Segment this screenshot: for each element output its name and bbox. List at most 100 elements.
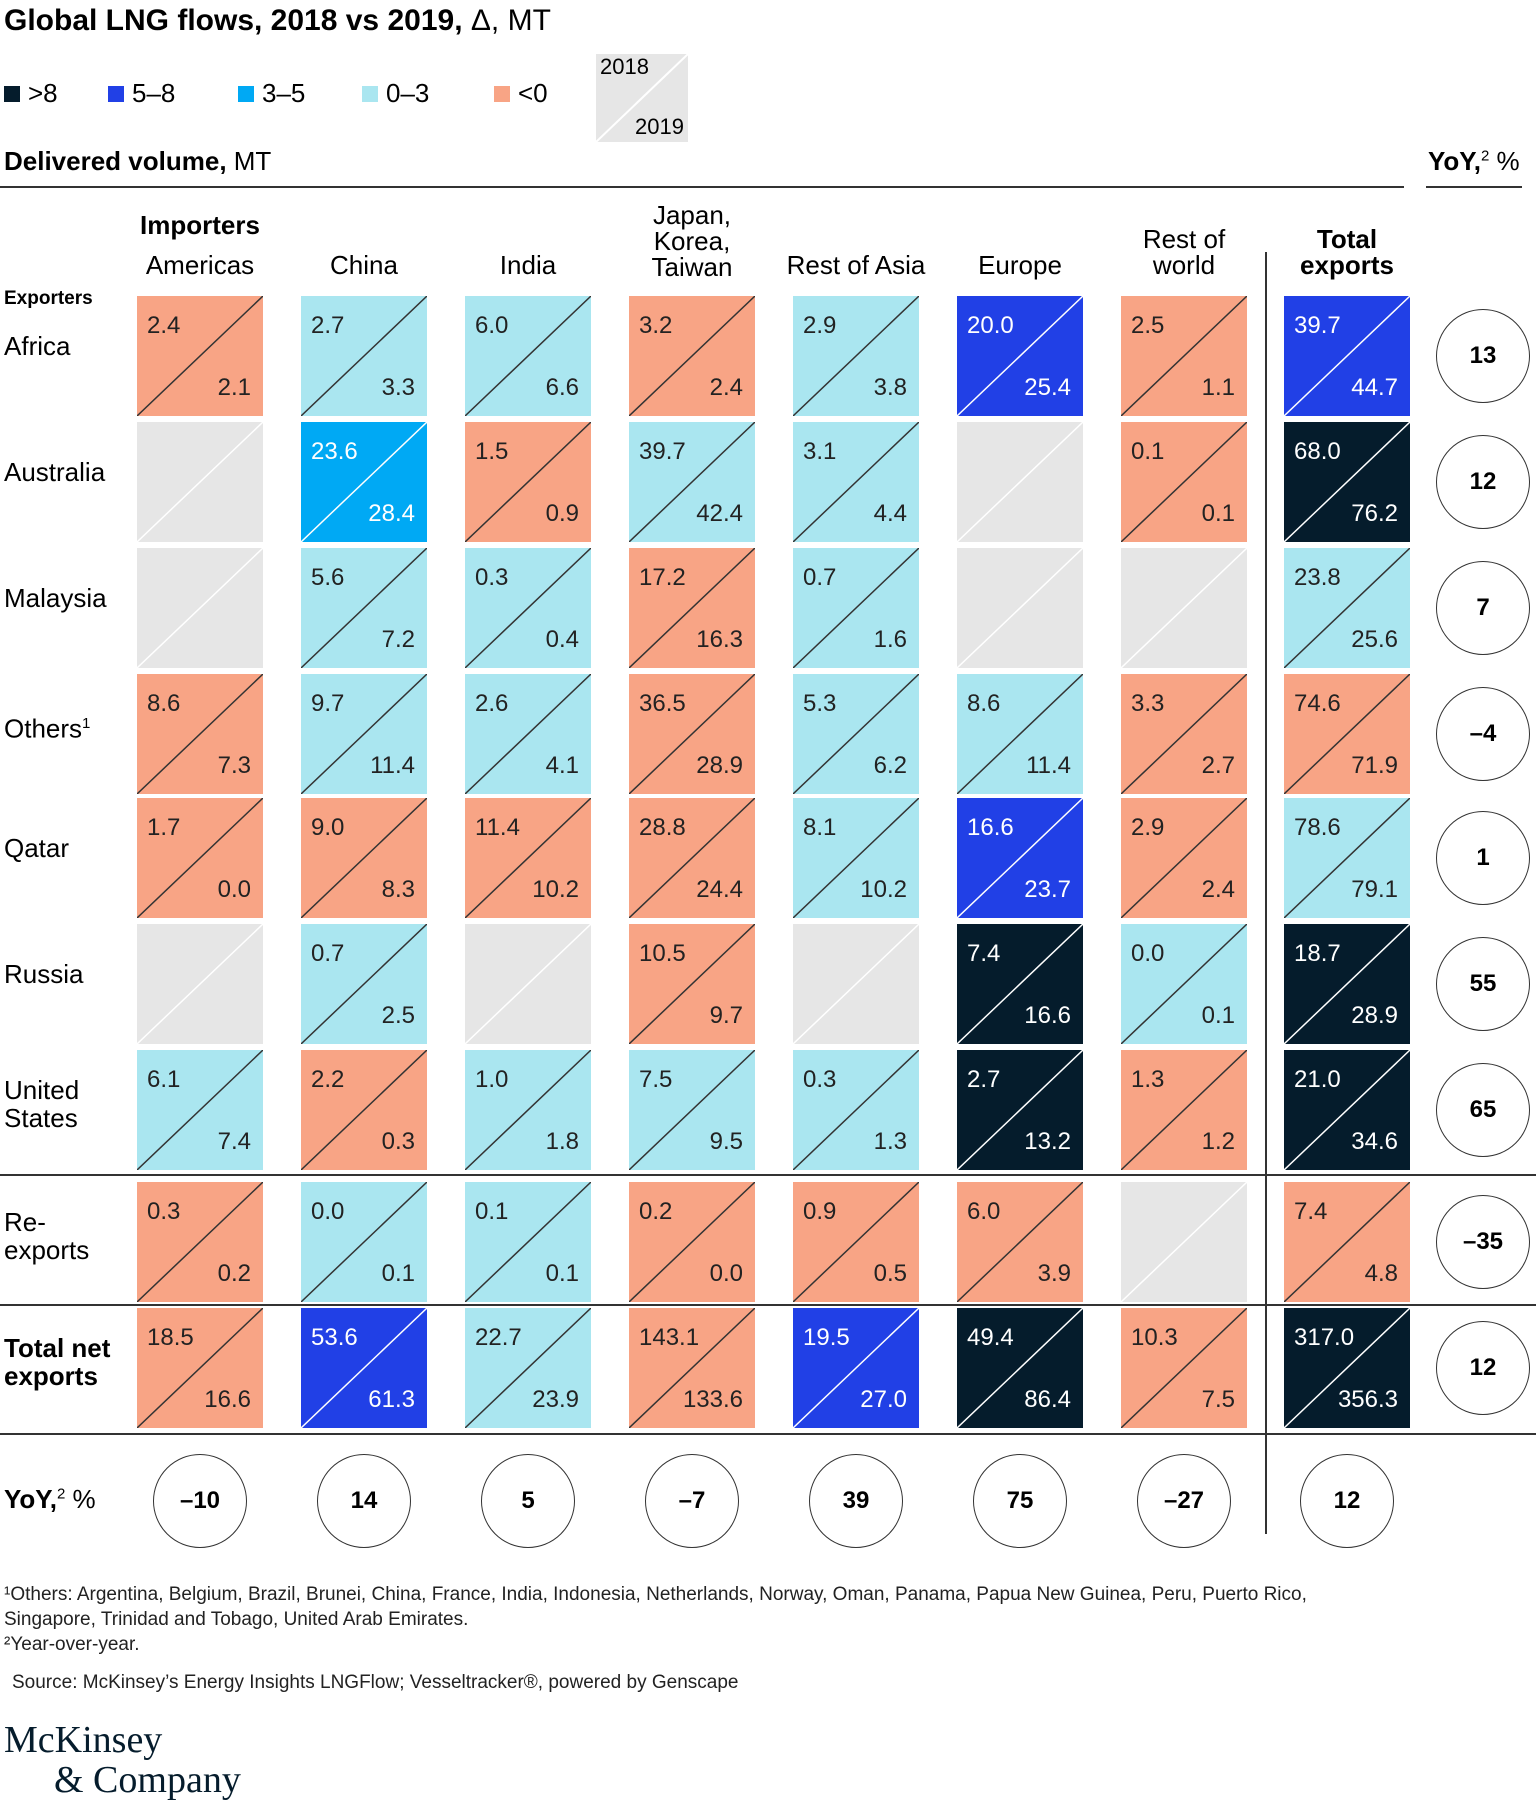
cell-re-exports-total-exports-2018: 7.4 [1294, 1198, 1328, 1225]
legend-item-4: <0 [494, 78, 548, 109]
legend-label-4: <0 [518, 78, 548, 108]
cell-others-china: 9.7 11.4 [301, 674, 427, 794]
cell-others-total-exports-fill [1284, 674, 1410, 794]
cell-africa-india-2018: 6.0 [475, 312, 509, 339]
cell-russia-total-exports: 18.7 28.9 [1284, 924, 1410, 1044]
cell-africa-total-exports-diagonal [1284, 296, 1410, 416]
cell-united-states-total-exports-2018: 21.0 [1294, 1066, 1341, 1093]
cell-united-states-japan-korea-taiwan-2018: 7.5 [639, 1066, 673, 1093]
row-label-total-net-exports: Total net exports [4, 1334, 154, 1390]
cell-russia-india-diagonal [465, 924, 591, 1044]
cell-qatar-rest-of-asia-fill [793, 798, 919, 918]
cell-australia-india-2019: 0.9 [545, 500, 579, 527]
cell-russia-japan-korea-taiwan-2019: 9.7 [709, 1002, 743, 1029]
cell-qatar-japan-korea-taiwan-fill [629, 798, 755, 918]
cell-total-net-exports-total-exports-fill [1284, 1308, 1410, 1428]
cell-re-exports-total-exports-fill [1284, 1182, 1410, 1302]
cell-australia-japan-korea-taiwan-fill [629, 422, 755, 542]
cell-africa-total-exports: 39.7 44.7 [1284, 296, 1410, 416]
cell-total-net-exports-americas-2019: 16.6 [204, 1386, 251, 1413]
cell-re-exports-total-exports: 7.4 4.8 [1284, 1182, 1410, 1302]
cell-australia-japan-korea-taiwan: 39.7 42.4 [629, 422, 755, 542]
cell-malaysia-rest-of-world-fill [1121, 548, 1247, 668]
cell-total-net-exports-americas-fill [137, 1308, 263, 1428]
row-label-sup-others: 1 [82, 715, 91, 732]
chart-title-rest: Δ, MT [462, 4, 551, 37]
row-label-text-total-net-exports: Total net exports [4, 1333, 111, 1391]
cell-australia-rest-of-world-fill [1121, 422, 1247, 542]
cell-total-net-exports-india-2019: 23.9 [532, 1386, 579, 1413]
cell-others-rest-of-world: 3.3 2.7 [1121, 674, 1247, 794]
cell-united-states-rest-of-world-diagonal [1121, 1050, 1247, 1170]
cell-australia-india-2018: 1.5 [475, 438, 509, 465]
cell-australia-china-diagonal [301, 422, 427, 542]
cell-africa-japan-korea-taiwan: 3.2 2.4 [629, 296, 755, 416]
cell-re-exports-japan-korea-taiwan-diagonal [629, 1182, 755, 1302]
cell-africa-china-2019: 3.3 [381, 374, 415, 401]
cell-re-exports-americas-2018: 0.3 [147, 1198, 181, 1225]
cell-qatar-china-2018: 9.0 [311, 814, 345, 841]
cell-malaysia-japan-korea-taiwan-2018: 17.2 [639, 564, 686, 591]
cell-australia-india-fill [465, 422, 591, 542]
cell-others-total-exports: 74.6 71.9 [1284, 674, 1410, 794]
cell-united-states-americas-fill [137, 1050, 263, 1170]
cell-united-states-total-exports: 21.0 34.6 [1284, 1050, 1410, 1170]
cell-united-states-total-exports-diagonal [1284, 1050, 1410, 1170]
cell-others-china-2018: 9.7 [311, 690, 345, 717]
cell-africa-total-exports-2019: 44.7 [1351, 374, 1398, 401]
cell-malaysia-china: 5.6 7.2 [301, 548, 427, 668]
cell-re-exports-americas-diagonal [137, 1182, 263, 1302]
cell-others-rest-of-asia-fill [793, 674, 919, 794]
row-yoy-malaysia: 7 [1436, 561, 1530, 655]
row-label-united-states: United States [4, 1076, 94, 1132]
cell-russia-americas-fill [137, 924, 263, 1044]
cell-malaysia-india-diagonal [465, 548, 591, 668]
cell-others-india-2018: 2.6 [475, 690, 509, 717]
cell-total-net-exports-europe-fill [957, 1308, 1083, 1428]
cell-total-net-exports-europe-diagonal [957, 1308, 1083, 1428]
cell-russia-india-fill [465, 924, 591, 1044]
cell-africa-americas-2019: 2.1 [217, 374, 251, 401]
cell-re-exports-india-2018: 0.1 [475, 1198, 509, 1225]
cell-australia-china-2018: 23.6 [311, 438, 358, 465]
cell-qatar-japan-korea-taiwan-diagonal [629, 798, 755, 918]
cell-total-net-exports-rest-of-world-2018: 10.3 [1131, 1324, 1178, 1351]
cell-malaysia-europe [957, 548, 1083, 668]
cell-qatar-americas-fill [137, 798, 263, 918]
column-header-rest-of-world: Rest of world [1142, 224, 1226, 280]
footnote-1: ¹Others: Argentina, Belgium, Brazil, Bru… [4, 1584, 1307, 1605]
cell-malaysia-japan-korea-taiwan-2019: 16.3 [696, 626, 743, 653]
cell-united-states-europe-2019: 13.2 [1024, 1128, 1071, 1155]
cell-re-exports-europe-diagonal [957, 1182, 1083, 1302]
cell-re-exports-japan-korea-taiwan-2018: 0.2 [639, 1198, 673, 1225]
cell-africa-rest-of-world-2019: 1.1 [1201, 374, 1235, 401]
row-label-text-qatar: Qatar [4, 833, 70, 863]
cell-total-net-exports-americas: 18.5 16.6 [137, 1308, 263, 1428]
cell-russia-rest-of-world: 0.0 0.1 [1121, 924, 1247, 1044]
column-header-europe: Europe [978, 250, 1062, 280]
cell-australia-japan-korea-taiwan-diagonal [629, 422, 755, 542]
cell-russia-china-2018: 0.7 [311, 940, 345, 967]
cell-united-states-rest-of-asia-2019: 1.3 [873, 1128, 907, 1155]
cell-united-states-europe: 2.7 13.2 [957, 1050, 1083, 1170]
legend-swatch-1 [108, 85, 124, 102]
cell-australia-total-exports-diagonal [1284, 422, 1410, 542]
row-yoy-re-exports: –35 [1436, 1195, 1530, 1289]
cell-russia-china-diagonal [301, 924, 427, 1044]
footnote-2: ²Year-over-year. [4, 1634, 140, 1655]
cell-re-exports-europe-fill [957, 1182, 1083, 1302]
cell-australia-india: 1.5 0.9 [465, 422, 591, 542]
yoy-row-label: YoY,2 % [4, 1484, 96, 1515]
cell-united-states-india-diagonal [465, 1050, 591, 1170]
cell-united-states-americas: 6.1 7.4 [137, 1050, 263, 1170]
source-note: Source: McKinsey’s Energy Insights LNGFl… [12, 1672, 739, 1693]
cell-malaysia-total-exports-2018: 23.8 [1294, 564, 1341, 591]
column-yoy-rest-of-asia: 39 [809, 1454, 903, 1548]
cell-united-states-rest-of-world-2018: 1.3 [1131, 1066, 1165, 1093]
cell-australia-china-2019: 28.4 [368, 500, 415, 527]
cell-malaysia-china-diagonal [301, 548, 427, 668]
cell-africa-europe: 20.0 25.4 [957, 296, 1083, 416]
cell-total-net-exports-total-exports-2019: 356.3 [1337, 1386, 1398, 1413]
cell-others-japan-korea-taiwan: 36.5 28.9 [629, 674, 755, 794]
legend-item-3: 0–3 [362, 78, 429, 109]
